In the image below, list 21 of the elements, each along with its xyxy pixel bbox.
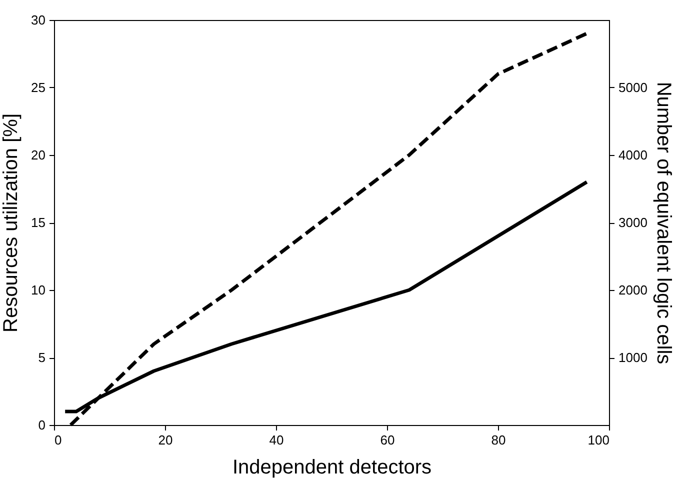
y-tick-label: 5 [38, 350, 46, 365]
y2-tick-label: 4000 [618, 148, 648, 162]
y2-tick-label: 2000 [618, 282, 648, 298]
x-tick-label: 20 [158, 432, 173, 448]
y-tick-label: 20 [31, 148, 46, 162]
x-tick-label: 100 [588, 432, 610, 448]
y-tick-label: 30 [31, 12, 46, 28]
x-axis-title: Independent detectors [232, 456, 432, 478]
y-axis-title: Resources utilization [%] [0, 114, 22, 332]
y2-tick-label: 3000 [618, 215, 648, 230]
y-tick-label: 0 [38, 418, 46, 432]
y-tick-label: 10 [31, 282, 46, 298]
x-tick-label: 0 [54, 432, 62, 448]
y2-tick-label: 1000 [618, 350, 648, 365]
x-tick-label: 60 [380, 432, 395, 448]
y-tick-label: 25 [31, 80, 46, 95]
y-tick-label: 15 [31, 215, 46, 230]
x-tick-label: 80 [491, 432, 506, 448]
x-tick-label: 40 [269, 432, 284, 448]
y2-tick-label: 5000 [618, 80, 648, 95]
y2-axis-title: Number of equivalent logic cells [652, 82, 674, 364]
